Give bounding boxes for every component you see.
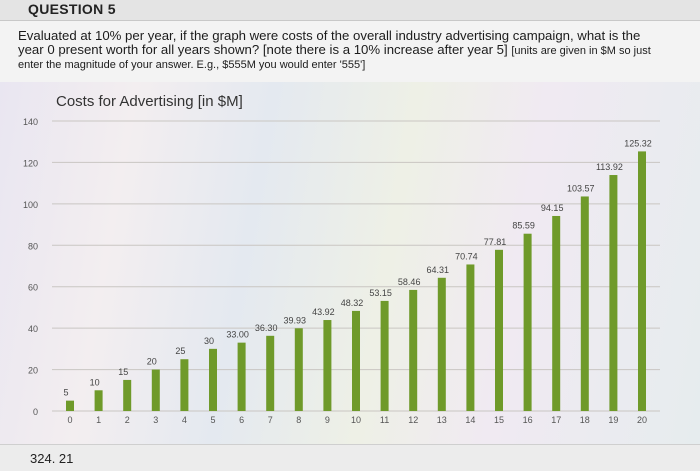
question-line-2: year 0 present worth for all years shown…: [18, 43, 688, 58]
bar: [409, 289, 418, 411]
x-tick-label: 12: [408, 415, 418, 425]
x-tick-label: 8: [296, 415, 301, 425]
bar: [180, 359, 189, 411]
data-label: 94.15: [541, 203, 564, 213]
y-axis-ticks: 0 20 40 60 80 100 120 140: [23, 117, 38, 417]
bar: [437, 277, 446, 411]
bar: [552, 215, 561, 411]
x-axis-ticks: 0 1 2 3 4 5 6 7 8 9 10 11 12 13 14 15 16 17 18 19 20: [67, 415, 647, 425]
bar: [266, 335, 275, 411]
bar: [352, 310, 360, 411]
question-line-1: Evaluated at 10% per year, if the graph …: [18, 28, 641, 43]
x-tick-label: 3: [153, 415, 158, 425]
data-label: 125.32: [624, 138, 652, 148]
bar: [609, 175, 618, 411]
y-tick-label: 60: [28, 283, 38, 293]
x-tick-label: 15: [494, 415, 504, 425]
data-labels: 5 10 15 20 25 30 33.00 36.30 39.93 43.92 48.32 53.1…: [63, 138, 651, 397]
question-text: Evaluated at 10% per year, if the graph …: [18, 29, 688, 72]
data-label: 30: [204, 336, 214, 346]
bar: [323, 320, 332, 411]
bar-chart: Costs for Advertising [in $M] 0204060801…: [23, 93, 660, 425]
bar: [580, 196, 589, 411]
data-label: 53.15: [369, 288, 392, 298]
question-line-2-main: year 0 present worth for all years shown…: [18, 42, 508, 57]
bar: [94, 390, 103, 411]
answer-box[interactable]: 324. 21: [0, 444, 700, 471]
x-tick-label: 0: [67, 415, 72, 425]
x-tick-label: 17: [551, 415, 561, 425]
y-tick-label: 20: [28, 366, 38, 376]
x-tick-label: 18: [580, 415, 590, 425]
bar: [495, 249, 503, 411]
data-label: 20: [147, 357, 157, 367]
x-tick-label: 20: [637, 415, 647, 425]
bar: [523, 233, 532, 411]
data-label: 36.30: [255, 323, 278, 333]
bars: [66, 151, 646, 411]
x-tick-label: 5: [210, 415, 215, 425]
data-label: 25: [175, 346, 185, 356]
bar: [66, 400, 74, 411]
bar: [638, 151, 646, 411]
data-label: 103.57: [567, 183, 595, 193]
question-title: QUESTION 5: [28, 1, 116, 17]
data-label: 58.46: [398, 277, 421, 287]
bar: [237, 342, 246, 411]
question-line-2-small: [units are given in $M so just: [511, 45, 651, 57]
data-label: 113.92: [596, 162, 623, 172]
data-label: 10: [90, 377, 100, 387]
data-label: 48.32: [341, 298, 364, 308]
x-tick-label: 6: [239, 415, 244, 425]
x-tick-label: 13: [437, 415, 447, 425]
y-tick-label: 140: [23, 117, 38, 127]
x-tick-label: 1: [96, 415, 101, 425]
x-tick-label: 9: [325, 415, 330, 425]
data-label: 77.81: [484, 237, 507, 247]
bar: [209, 348, 217, 411]
chart-title: Costs for Advertising [in $M]: [56, 93, 243, 110]
bar: [466, 264, 475, 411]
x-tick-label: 14: [465, 415, 475, 425]
y-tick-label: 0: [33, 407, 38, 417]
data-label: 5: [63, 388, 68, 398]
question-header: QUESTION 5: [0, 0, 700, 21]
data-label: 85.59: [512, 221, 535, 231]
bar: [123, 379, 132, 411]
question-line-3: enter the magnitude of your answer. E.g.…: [18, 59, 366, 71]
x-tick-label: 11: [380, 415, 389, 425]
x-tick-label: 2: [125, 415, 130, 425]
x-tick-label: 16: [523, 415, 533, 425]
chart-area: Costs for Advertising [in $M] 0 20 40 60 80 1…: [0, 82, 700, 444]
answer-value: 324. 21: [30, 451, 74, 466]
data-label: 15: [118, 367, 128, 377]
bar: [294, 328, 303, 411]
data-label: 64.31: [427, 265, 450, 275]
x-tick-label: 10: [351, 415, 361, 425]
y-tick-label: 40: [28, 324, 38, 334]
data-label: 33.00: [226, 330, 249, 340]
x-tick-label: 19: [608, 415, 618, 425]
y-tick-label: 100: [23, 200, 38, 210]
y-tick-label: 120: [23, 158, 38, 168]
data-label: 70.74: [455, 251, 478, 261]
y-tick-label: 80: [28, 241, 38, 251]
data-label: 43.92: [312, 307, 335, 317]
x-tick-label: 4: [182, 415, 187, 425]
data-label: 39.93: [284, 315, 307, 325]
x-tick-label: 7: [268, 415, 273, 425]
bar: [151, 369, 160, 411]
bar: [380, 300, 389, 411]
